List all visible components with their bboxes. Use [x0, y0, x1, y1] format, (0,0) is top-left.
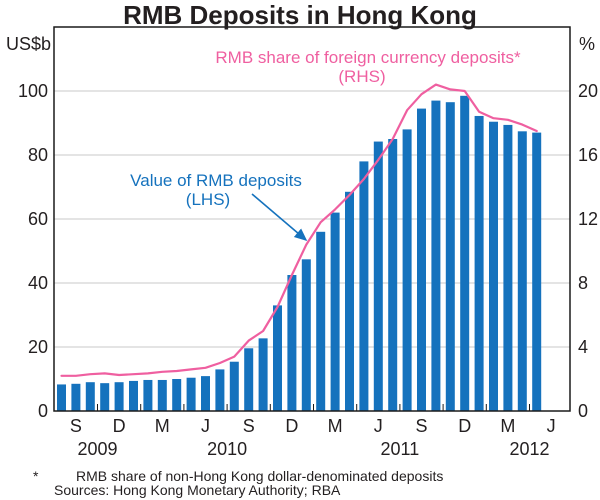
x-axis-month-label: D	[458, 416, 471, 436]
bar	[345, 191, 354, 411]
sources-text: Sources: Hong Kong Monetary Authority; R…	[54, 482, 341, 498]
left-axis-tick-label: 40	[28, 273, 48, 293]
bar	[85, 382, 95, 411]
bar	[301, 259, 311, 411]
bar	[244, 348, 254, 411]
x-axis-year-label: 2009	[77, 439, 117, 459]
bar	[100, 383, 110, 411]
bar	[273, 305, 282, 411]
bar	[201, 376, 210, 411]
left-axis-tick-label: 80	[28, 145, 48, 165]
bar	[460, 95, 470, 412]
share-polyline	[60, 83, 538, 377]
x-axis-year-label: 2010	[207, 439, 247, 459]
footnote-text: RMB share of non-Hong Kong dollar-denomi…	[76, 468, 443, 484]
bar	[330, 212, 340, 411]
bar	[258, 338, 268, 411]
gridlines	[54, 90, 570, 348]
value-series-label: Value of RMB deposits	[130, 171, 302, 190]
bar	[57, 384, 66, 411]
share-series-label: RMB share of foreign currency deposits*	[215, 48, 521, 67]
bar	[431, 100, 441, 411]
bar	[186, 377, 196, 411]
x-axis-month-label: S	[243, 416, 255, 436]
bar	[143, 379, 153, 411]
bar	[129, 380, 138, 411]
bar	[316, 231, 326, 411]
bar	[114, 382, 124, 411]
right-axis-tick-label: 4	[578, 337, 588, 357]
right-axis-tick-label: 8	[578, 273, 588, 293]
right-axis-tick-label: 16	[578, 145, 598, 165]
bar	[489, 121, 498, 411]
x-axis-month-label: J	[201, 416, 210, 436]
x-axis-month-label: S	[70, 416, 82, 436]
share-line	[60, 83, 538, 377]
x-axis-month-label: S	[415, 416, 427, 436]
left-axis-tick-label: 60	[28, 209, 48, 229]
bar	[417, 108, 426, 411]
x-axis-month-label: D	[285, 416, 298, 436]
right-axis-tick-label: 20	[578, 81, 598, 101]
bar	[388, 139, 398, 411]
footnote-marker: *	[33, 468, 39, 484]
x-axis-month-label: D	[113, 416, 126, 436]
value-series-axis-tag: (LHS)	[186, 190, 230, 209]
annotation-arrow	[251, 193, 308, 242]
right-axis-tick-label: 12	[578, 209, 598, 229]
x-axis-month-label: M	[328, 416, 343, 436]
left-axis-tick-label: 0	[38, 401, 48, 421]
left-axis-unit: US$b	[6, 34, 51, 54]
x-axis-year-label: 2011	[381, 439, 420, 459]
bar	[359, 161, 369, 411]
deposit-bars	[57, 95, 542, 412]
right-axis-tick-label: 0	[578, 401, 588, 421]
x-axis-month-label: M	[500, 416, 515, 436]
bar	[71, 383, 81, 411]
bar	[445, 102, 455, 411]
left-axis-tick-label: 100	[18, 81, 48, 101]
x-axis-month-label: J	[547, 416, 556, 436]
bar	[402, 129, 412, 411]
chart-title: RMB Deposits in Hong Kong	[123, 0, 477, 30]
bar	[503, 124, 513, 412]
frame-rect	[53, 26, 571, 412]
bar	[157, 379, 167, 411]
bar	[517, 131, 527, 411]
plot-frame	[53, 26, 571, 412]
x-axis-month-label: J	[374, 416, 383, 436]
x-axis-month-label: M	[155, 416, 170, 436]
x-axis-year-label: 2012	[509, 439, 549, 459]
right-axis-unit: %	[579, 34, 595, 54]
bar	[532, 132, 542, 411]
axis-ticks	[97, 404, 530, 411]
bar	[229, 361, 239, 411]
axis-labels: 0 20 40 60 80 100 0 4 8 12 16 20 S D M J S D M J S D M J 2009 201…	[18, 81, 598, 459]
bar	[172, 379, 182, 411]
left-axis-tick-label: 20	[28, 337, 48, 357]
bar	[215, 369, 225, 411]
share-series-axis-tag: (RHS)	[338, 67, 385, 86]
bar	[474, 115, 484, 412]
bar	[373, 141, 383, 411]
bar	[287, 275, 297, 411]
